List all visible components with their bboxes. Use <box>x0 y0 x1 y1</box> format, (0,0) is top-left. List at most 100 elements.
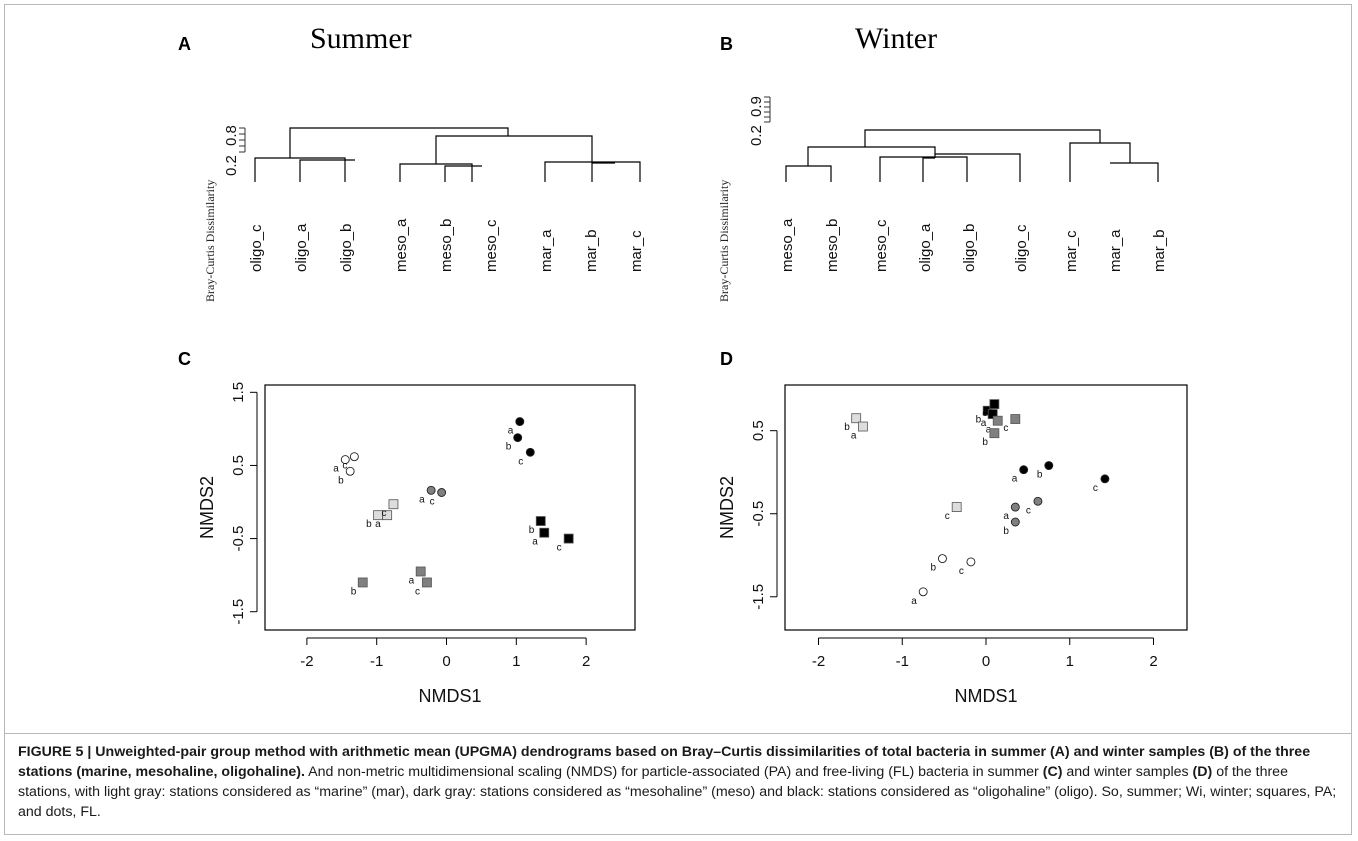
caption-text: of the three stations, with light gray: … <box>18 764 1337 820</box>
data-point-label: b <box>1037 470 1043 481</box>
data-point-label: c <box>415 586 420 597</box>
leaf-label: mar_b <box>1151 229 1168 272</box>
figure-canvas: A Summer Bray-Curtis Dissimilarity 0.2 0… <box>178 22 1188 706</box>
y-tick-label: -0.5 <box>230 526 247 552</box>
leaf-label: meso_c <box>873 219 890 272</box>
leaf-label: oligo_b <box>961 224 978 272</box>
panel-d-label: D <box>720 349 733 369</box>
data-point-label: c <box>1026 505 1031 516</box>
panel-b-ytick: 0.2 <box>748 125 765 146</box>
panel-c-label: C <box>178 349 191 369</box>
data-point-circle <box>1010 502 1020 512</box>
panel-d: D -2 -1 0 1 2NMDS1-1.5-0.50.5NMDS2bacbcaabca… <box>717 349 1188 706</box>
x-tick-label: 0 <box>442 653 450 670</box>
panel-a-ylabel: Bray-Curtis Dissimilarity <box>203 180 217 302</box>
data-point-square <box>382 510 393 521</box>
data-point-square <box>992 415 1003 426</box>
data-point-circle <box>525 447 535 457</box>
caption-text: And non-metric multidimensional scaling … <box>304 764 1043 780</box>
x-tick-label: 2 <box>1149 653 1157 670</box>
data-point-square <box>535 516 546 526</box>
data-point-circle <box>1019 465 1029 475</box>
data-point-circle <box>1044 461 1054 471</box>
x-axis-label: NMDS1 <box>418 686 481 706</box>
leaf-label: meso_a <box>779 218 796 272</box>
plot-frame <box>784 384 1188 631</box>
data-point-label: c <box>430 497 435 508</box>
y-tick-label: 0.5 <box>230 455 247 476</box>
data-point-label: c <box>982 408 987 419</box>
panel-b-title: Winter <box>855 22 937 55</box>
data-point-label: b <box>982 437 988 448</box>
data-point-label: c <box>518 456 523 467</box>
data-point-label: b <box>1003 526 1009 537</box>
x-tick-label: -1 <box>370 653 383 670</box>
data-point-label: a <box>981 418 987 429</box>
data-point-circle <box>345 466 355 476</box>
figure-caption: FIGURE 5 | Unweighted-pair group method … <box>4 733 1352 835</box>
data-point-label: c <box>381 508 386 519</box>
data-point-circle <box>515 417 525 427</box>
x-tick-label: 1 <box>512 653 520 670</box>
panel-b-ylabel: Bray-Curtis Dissimilarity <box>717 180 731 302</box>
x-tick-label: -1 <box>896 653 909 670</box>
data-point-circle <box>1033 496 1043 506</box>
data-point-circle <box>349 452 359 462</box>
leaf-label: oligo_c <box>248 224 265 272</box>
x-tick-label: 2 <box>582 653 590 670</box>
leaf-label: mar_a <box>1107 229 1124 272</box>
data-point-square <box>415 566 426 577</box>
caption-text: and winter samples <box>1062 764 1193 780</box>
data-point-label: a <box>1012 474 1018 485</box>
data-point-circle <box>1100 474 1110 484</box>
leaf-label: oligo_a <box>917 223 934 272</box>
leaf-label: mar_c <box>628 230 645 272</box>
panel-b-tree <box>785 129 1159 182</box>
data-point-square <box>951 502 962 512</box>
data-point-circle <box>513 433 523 443</box>
panel-a-title: Summer <box>310 22 412 55</box>
data-point-label: c <box>945 511 950 522</box>
caption-title: FIGURE 5 | Unweighted-pair group method … <box>18 744 1311 780</box>
y-tick-label: -1.5 <box>750 584 767 610</box>
panel-a-tree <box>254 127 641 182</box>
leaf-label: mar_c <box>1063 230 1080 272</box>
data-point-square <box>987 409 998 419</box>
y-tick-label: -0.5 <box>750 501 767 527</box>
data-point-circle <box>1010 517 1020 527</box>
data-point-square <box>422 577 432 588</box>
panel-b-label: B <box>720 34 733 54</box>
leaf-label: oligo_b <box>338 224 355 272</box>
panel-a-label: A <box>178 34 191 54</box>
data-point-circle <box>340 455 350 465</box>
data-point-circle <box>918 587 928 597</box>
plot-frame <box>264 384 636 631</box>
data-point-label: a <box>851 431 857 442</box>
x-axis-label: NMDS1 <box>954 686 1017 706</box>
data-point-square <box>851 413 862 424</box>
leaf-label: mar_b <box>583 229 600 272</box>
x-tick-label: 1 <box>1066 653 1074 670</box>
leaf-label: meso_b <box>438 219 455 272</box>
data-point-label: b <box>338 475 344 486</box>
data-point-label: c <box>342 461 347 472</box>
data-point-label: c <box>557 543 562 554</box>
data-point-label: a <box>375 519 381 530</box>
x-tick-label: -2 <box>300 653 313 670</box>
y-tick-label: 1.5 <box>230 382 247 403</box>
caption-ref-c: (C) <box>1042 764 1063 780</box>
panel-a-leaves: oligo_c oligo_a oligo_b meso_a meso_b me… <box>248 218 645 272</box>
data-point-label: b <box>976 415 982 426</box>
data-point-square <box>1010 414 1021 424</box>
data-point-label: c <box>1093 483 1098 494</box>
data-point-label: b <box>844 422 850 433</box>
panel-b: B Winter Bray-Curtis Dissimilarity 0.2 0… <box>717 22 1168 302</box>
caption-ref-d: (D) <box>1192 764 1213 780</box>
data-point-label: b <box>351 586 357 597</box>
panel-a-yaxis: 0.2 0.8 <box>223 125 246 176</box>
data-point-circle <box>966 557 976 567</box>
leaf-label: mar_a <box>538 229 555 272</box>
data-point-square <box>989 399 1000 410</box>
